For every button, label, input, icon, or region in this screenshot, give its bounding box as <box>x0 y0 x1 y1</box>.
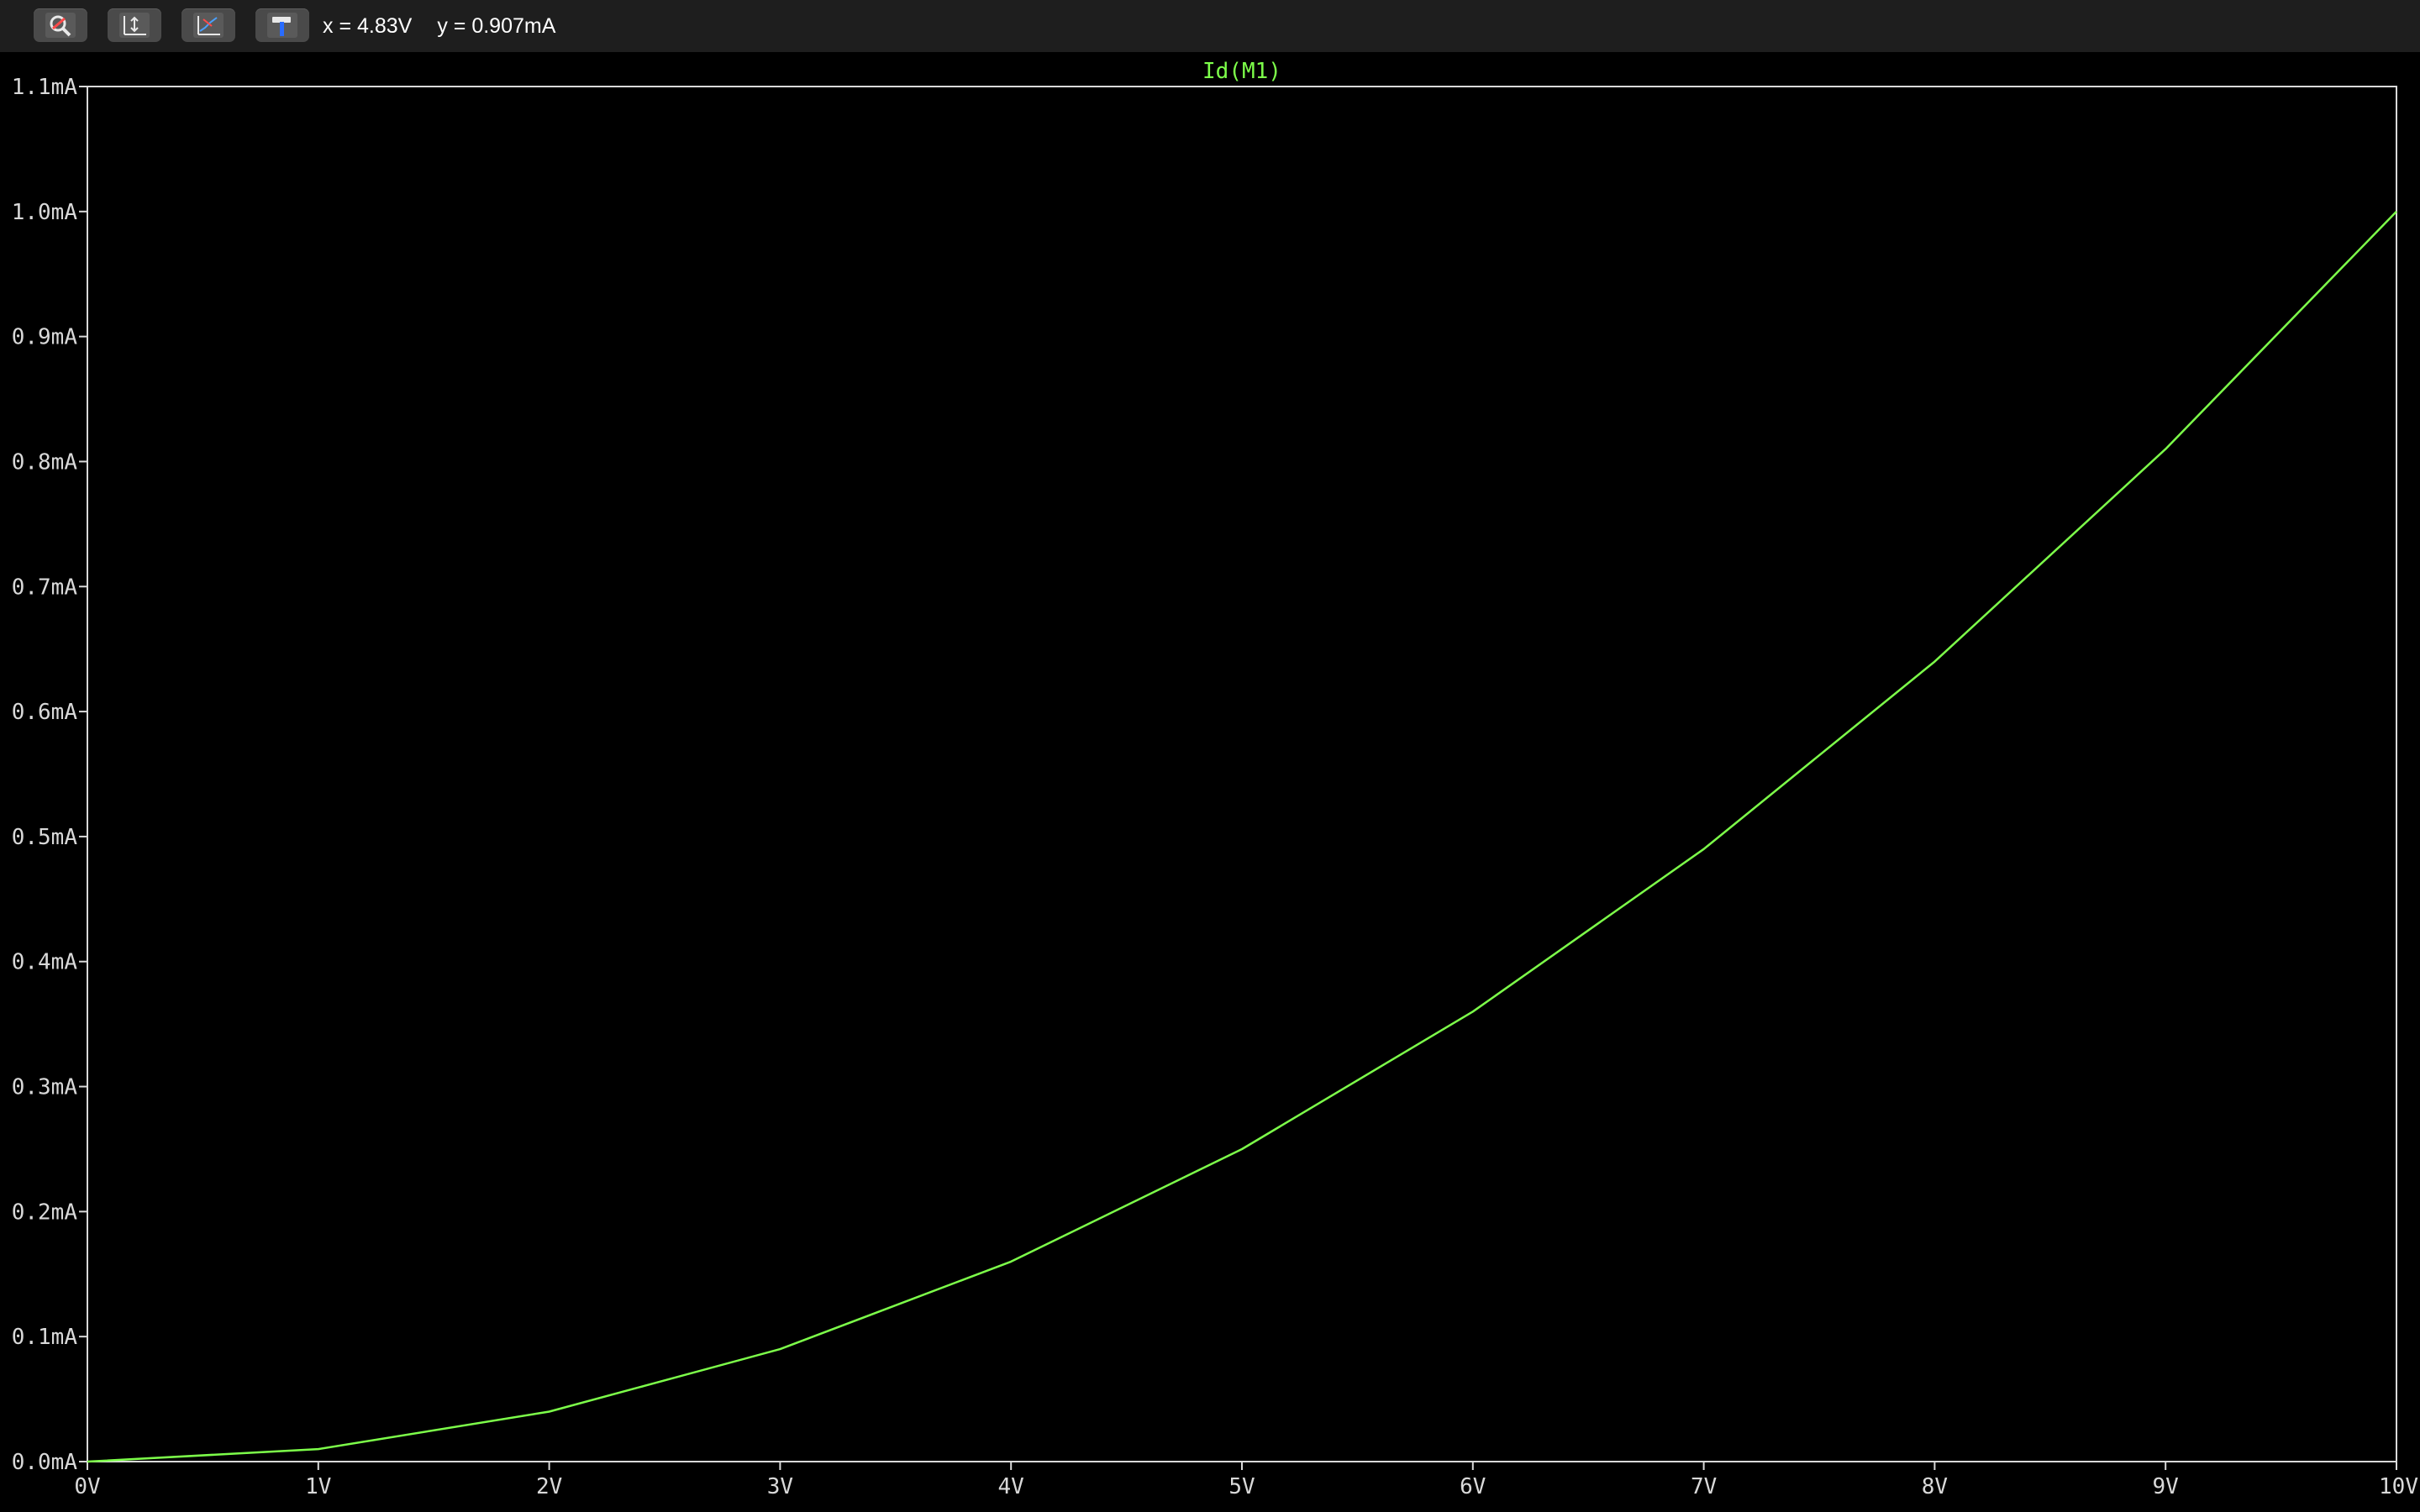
x-tick-label: 8V <box>1922 1474 1948 1499</box>
x-tick-label: 1V <box>305 1474 331 1499</box>
chart-title[interactable]: Id(M1) <box>1202 59 1281 84</box>
y-tick-label: 0.1mA <box>12 1325 78 1350</box>
cursor-x-readout: x = 4.83V <box>323 13 413 38</box>
y-tick-label: 1.1mA <box>12 75 78 100</box>
x-tick-label: 2V <box>536 1474 562 1499</box>
y-tick-label: 0.7mA <box>12 575 78 600</box>
x-tick-label: 7V <box>1691 1474 1717 1499</box>
trace-id-m1[interactable] <box>87 210 2397 1463</box>
y-tick-label: 0.6mA <box>12 700 78 725</box>
y-tick-label: 1.0mA <box>12 200 78 225</box>
x-tick-label: 5V <box>1228 1474 1255 1499</box>
autorange-button[interactable] <box>108 8 161 42</box>
y-tick-label: 0.2mA <box>12 1200 78 1225</box>
x-tick-label: 0V <box>74 1474 100 1499</box>
toolbar: x = 4.83V y = 0.907mA <box>0 0 2420 52</box>
x-tick-label: 6V <box>1460 1474 1486 1499</box>
y-tick-label: 0.4mA <box>12 950 78 975</box>
axis-autorange-icon <box>119 13 150 38</box>
zoom-button[interactable] <box>34 8 87 42</box>
cursor-readout: x = 4.83V y = 0.907mA <box>323 0 555 52</box>
x-tick-label: 3V <box>767 1474 793 1499</box>
y-axis: 0.0mA 0.1mA 0.2mA 0.3mA 0.4mA 0.5mA 0.6mA 0.7mA… <box>12 75 87 1475</box>
plot-area[interactable] <box>0 52 2420 1512</box>
plot-frame <box>87 86 2397 1462</box>
y-tick-label: 0.5mA <box>12 825 78 850</box>
plot-cursor-icon <box>193 13 224 38</box>
y-tick-label: 0.3mA <box>12 1075 78 1100</box>
y-tick-label: 0.9mA <box>12 325 78 350</box>
x-tick-label: 9V <box>2153 1474 2179 1499</box>
magnifier-zoom-icon <box>45 13 76 38</box>
traces <box>87 210 2397 1463</box>
cursor-button[interactable] <box>182 8 235 42</box>
y-tick-label: 0.8mA <box>12 449 78 475</box>
x-tick-label: 10V <box>2379 1474 2418 1499</box>
hammer-icon <box>267 13 297 38</box>
settings-button[interactable] <box>255 8 309 42</box>
cursor-y-readout: y = 0.907mA <box>437 13 556 38</box>
y-tick-label: 0.0mA <box>12 1450 78 1475</box>
x-tick-label: 4V <box>998 1474 1024 1499</box>
x-axis: 0V 1V 2V 3V 4V 5V 6V 7V 8V 9V 10V <box>74 1462 2418 1499</box>
